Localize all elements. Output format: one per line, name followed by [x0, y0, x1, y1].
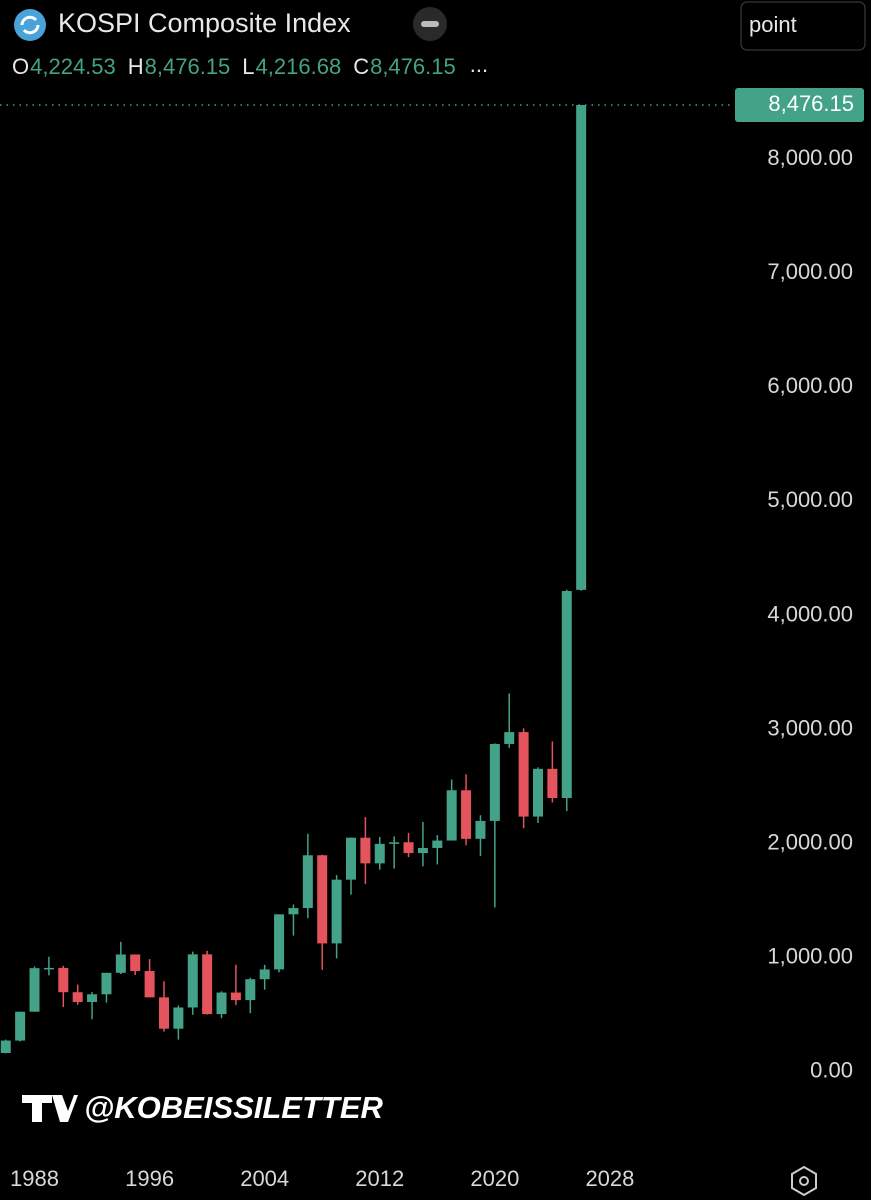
candle-body	[389, 842, 400, 844]
tv-logo	[22, 1095, 78, 1122]
ohlc-value: 4,216.68	[256, 54, 342, 79]
settings-button[interactable]	[791, 1165, 817, 1197]
chart-title: KOSPI Composite Index	[58, 8, 351, 38]
candle-body	[187, 954, 198, 1008]
candle-body	[245, 979, 256, 1001]
candle-body	[158, 997, 169, 1029]
x-tick-label: 2020	[470, 1166, 519, 1191]
last-price-tag	[735, 88, 864, 123]
candle-body	[15, 1011, 26, 1041]
ohlc-key: O	[12, 54, 29, 79]
candle-body	[259, 969, 270, 980]
y-tick-label: 6,000.00	[767, 373, 853, 398]
ohlc-value: 8,476.15	[145, 54, 231, 79]
more: ...	[470, 52, 488, 77]
candle-body	[173, 1007, 184, 1029]
x-tick-label: 2028	[585, 1166, 634, 1191]
candle-body	[461, 790, 472, 839]
candle-body	[202, 954, 213, 1015]
ohlc-key: H	[128, 54, 144, 79]
candle-body	[504, 732, 515, 744]
candle-body	[331, 879, 342, 944]
y-tick-label: 2,000.00	[767, 829, 853, 854]
candle-body	[274, 914, 285, 970]
candle-body	[302, 855, 313, 909]
candle-body	[230, 992, 241, 1001]
candle-body	[475, 820, 486, 839]
candle-body	[72, 992, 83, 1003]
x-tick-label: 1996	[125, 1166, 174, 1191]
x-tick-label: 1988	[10, 1166, 59, 1191]
candle-body	[288, 908, 299, 915]
candle-body	[317, 855, 328, 944]
scale-mode-select[interactable]	[740, 1, 866, 51]
candle-body	[561, 591, 572, 799]
candle-body	[115, 954, 126, 973]
candle-body	[576, 105, 587, 590]
x-tick-label: 2004	[240, 1166, 289, 1191]
candle-body	[345, 837, 356, 880]
candle-body	[216, 992, 227, 1015]
plot: 8,476.15	[0, 88, 864, 1054]
candle-body	[417, 847, 428, 854]
ohlc-value: 4,224.53	[30, 54, 116, 79]
ohlc-value: 8,476.15	[370, 54, 456, 79]
y-tick-label: 4,000.00	[767, 601, 853, 626]
logo-glyph	[20, 15, 40, 35]
y-tick-label: 8,000.00	[767, 145, 853, 170]
candle-body	[29, 968, 40, 1012]
y-tick-label: 5,000.00	[767, 487, 853, 512]
candle-body	[532, 768, 543, 817]
ohlc-legend: O 4,224.53 H 8,476.15 L 4,216.68 C 8,476.15...	[12, 52, 488, 79]
candle-body	[489, 743, 500, 821]
scale-mode: point	[749, 12, 797, 37]
candle-body	[101, 972, 112, 995]
symbol-logo	[14, 9, 46, 41]
candle-body	[144, 971, 155, 998]
candle-body	[87, 994, 98, 1003]
candle-body	[43, 967, 54, 970]
y-tick-label: 7,000.00	[767, 259, 853, 284]
candle-body	[360, 837, 371, 864]
candle-body	[403, 842, 414, 854]
candle-body	[446, 790, 457, 841]
x-tick-label: 2012	[355, 1166, 404, 1191]
candle-body	[374, 843, 385, 864]
candle-body	[547, 768, 558, 799]
ohlc-key: C	[353, 54, 369, 79]
candle-body	[518, 732, 529, 817]
y-tick-label: 3,000.00	[767, 715, 853, 740]
ohlc-key: L	[242, 54, 254, 79]
candle-body	[130, 954, 141, 971]
y-tick-label: 0.00	[810, 1057, 853, 1082]
candle-body	[432, 840, 443, 848]
y-tick-label: 1,000.00	[767, 943, 853, 968]
collapse-icon	[421, 21, 439, 27]
settings-icon	[799, 1176, 809, 1186]
last-price-label: 8,476.15	[768, 91, 854, 116]
candle-body	[0, 1040, 11, 1053]
candle-body	[58, 967, 69, 993]
watermark: @KOBEISSILETTER	[84, 1090, 384, 1125]
